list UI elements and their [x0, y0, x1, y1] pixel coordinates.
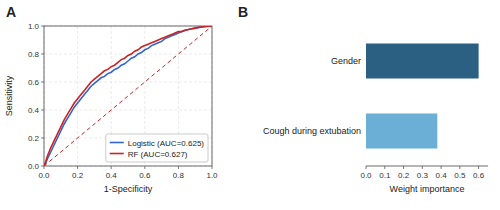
- tick-label: 0.0: [360, 171, 372, 180]
- tick-mark: [41, 82, 44, 83]
- tick-label: 0.8: [173, 171, 185, 180]
- tick-mark: [41, 26, 44, 27]
- tick-label: 0.6: [473, 171, 485, 180]
- tick-mark: [111, 166, 112, 169]
- tick-label: 0.2: [28, 134, 40, 143]
- tick-mark: [441, 166, 442, 169]
- tick-mark: [422, 166, 423, 169]
- legend-label: Logistic (AUC=0.625): [128, 139, 205, 148]
- panel-label: B: [238, 4, 248, 20]
- roc-line: [44, 26, 212, 166]
- category-label: Cough during extubation: [263, 126, 361, 136]
- legend: Logistic (AUC=0.625) RF (AUC=0.627): [106, 134, 208, 162]
- axes: 0.0 0.2 0.4 0.6 0.8 1.0 0.0 0.2 0.4 0.6 0.8 1.0: [28, 22, 218, 180]
- tick-mark: [478, 166, 479, 169]
- tick-mark: [77, 166, 78, 169]
- tick-mark: [384, 166, 385, 169]
- plot-area: [366, 44, 479, 149]
- axis-title: 1-Specificity: [104, 184, 153, 194]
- tick-label: 0.1: [379, 171, 391, 180]
- legend-key: [110, 142, 124, 144]
- tick-label: 0.4: [28, 106, 40, 115]
- grid-line: [77, 26, 78, 166]
- x-axis-line: [366, 166, 488, 167]
- bar: [366, 44, 479, 79]
- tick-label: 0.0: [38, 171, 50, 180]
- grid-line: [44, 82, 212, 83]
- tick-mark: [41, 138, 44, 139]
- tick-mark: [44, 166, 45, 169]
- tick-label: 0.2: [398, 171, 410, 180]
- tick-mark: [144, 166, 145, 169]
- tick-mark: [212, 166, 213, 169]
- legend-key: [110, 153, 124, 155]
- tick-label: 0.2: [72, 171, 84, 180]
- plot-frame: [44, 26, 212, 166]
- tick-label: 1.0: [206, 171, 218, 180]
- tick-mark: [403, 166, 404, 169]
- tick-label: 0.6: [28, 78, 40, 87]
- tick-mark: [41, 110, 44, 111]
- tick-mark: [178, 166, 179, 169]
- roc-line: [44, 26, 212, 166]
- tick-label: 0.5: [454, 171, 466, 180]
- tick-label: 0.4: [436, 171, 448, 180]
- tick-mark: [366, 166, 367, 169]
- legend-box: [106, 134, 208, 162]
- tick-mark: [459, 166, 460, 169]
- tick-mark: [41, 54, 44, 55]
- grid-line: [44, 54, 212, 55]
- tick-label: 0.6: [139, 171, 151, 180]
- tick-mark: [41, 166, 44, 167]
- reference-line: [44, 26, 212, 166]
- axis-title: Weight importance: [390, 184, 465, 194]
- tick-label: 0.4: [106, 171, 118, 180]
- plot-area: [44, 26, 212, 166]
- bar: [366, 114, 437, 149]
- panel-label: A: [6, 4, 16, 20]
- legend-label: RF (AUC=0.627): [128, 150, 188, 159]
- axes: 0.0 0.1 0.2 0.3 0.4 0.5 0.6: [360, 166, 488, 180]
- tick-label: 0.8: [28, 50, 40, 59]
- category-label: Gender: [331, 56, 361, 66]
- axis-title: Sensitivity: [4, 75, 14, 116]
- chart-root: A 0.0 0.2 0.4 0.6 0.8 1.0 0.0 0.2 0.4 0.6 0.8 1.0 1-S…: [0, 0, 500, 210]
- tick-label: 0.0: [28, 162, 40, 171]
- tick-label: 1.0: [28, 22, 40, 31]
- tick-label: 0.3: [417, 171, 429, 180]
